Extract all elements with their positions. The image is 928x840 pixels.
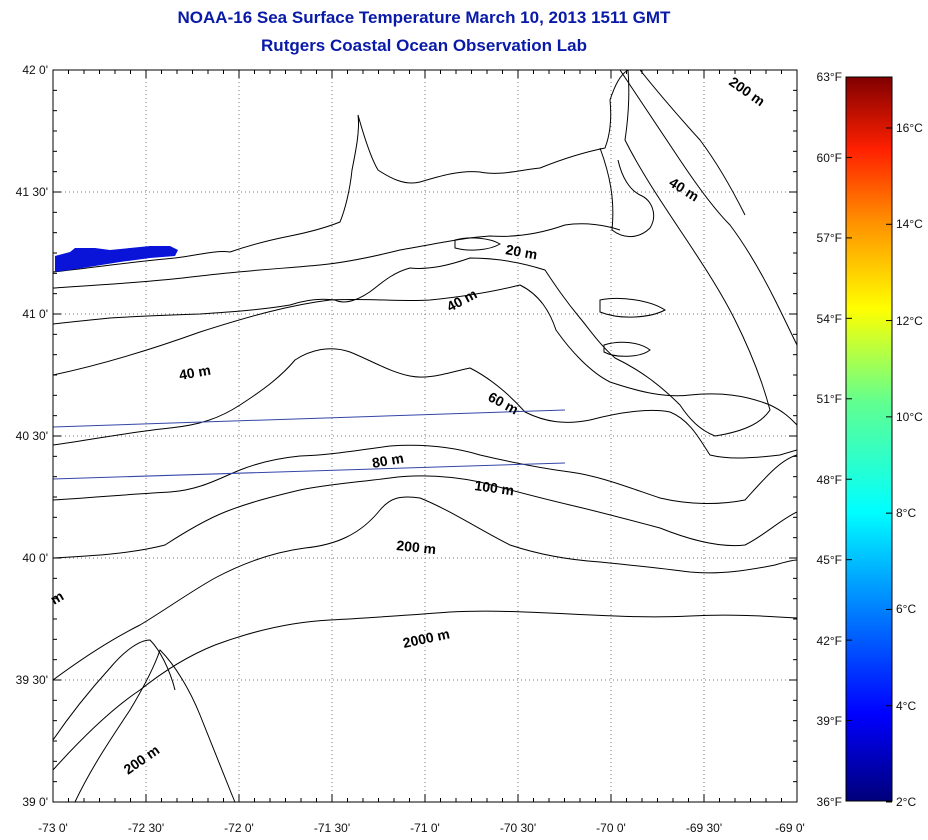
contour-40m-ne2 — [639, 70, 746, 216]
contour-label-m-edge: m — [48, 588, 67, 608]
lat-label: 41 0' — [22, 307, 48, 321]
minor-ticks — [52, 69, 798, 803]
cb-c-label: 16°C — [896, 121, 923, 135]
latitude-labels: 42 0' 41 30' 41 0' 40 30' 40 0' 39 30' 3… — [16, 63, 48, 809]
map-title: NOAA-16 Sea Surface Temperature March 10… — [177, 8, 671, 27]
contour-100m — [53, 475, 797, 559]
cb-f-label: 45°F — [817, 553, 842, 567]
cb-c-label: 14°C — [896, 217, 923, 231]
cb-f-label: 60°F — [817, 151, 842, 165]
contour-label-200m-lower: 200 m — [121, 742, 163, 778]
contour-200m-lower — [74, 649, 236, 802]
cb-f-label: 48°F — [817, 473, 842, 487]
lat-label: 39 0' — [22, 795, 48, 809]
track-line — [53, 462, 566, 480]
contour-label-80m: 80 m — [371, 450, 405, 471]
cb-f-label: 51°F — [817, 392, 842, 406]
lat-label: 40 0' — [22, 551, 48, 565]
colorbar — [845, 76, 893, 802]
cb-f-label: 36°F — [817, 795, 842, 809]
contour-2000m — [53, 610, 797, 771]
contour-label-200m-ne: 200 m — [726, 73, 768, 109]
longitude-labels: -73 0' -72 30' -72 0' -71 30' -71 0' -70… — [38, 821, 805, 835]
coastline — [53, 70, 771, 437]
cb-c-label: 4°C — [896, 699, 916, 713]
colorbar-celsius-labels: 16°C 14°C 12°C 10°C 8°C 6°C 4°C 2°C — [896, 121, 923, 809]
sst-pixel-patch — [55, 246, 178, 272]
contour-40m — [53, 284, 797, 426]
contour-label-100m: 100 m — [474, 477, 516, 498]
cb-c-label: 8°C — [896, 506, 916, 520]
grid — [53, 70, 797, 802]
lon-label: -69 30' — [686, 821, 722, 835]
cb-f-label: 39°F — [817, 714, 842, 728]
contour-label-40m-mid: 40 m — [444, 286, 480, 315]
track-line — [53, 409, 566, 428]
colorbar-ticks — [846, 76, 892, 803]
contour-20m — [53, 223, 621, 289]
contour-label-40m-west: 40 m — [178, 362, 212, 383]
lon-label: -70 0' — [596, 821, 626, 835]
contour-label-200m: 200 m — [396, 537, 437, 557]
island — [603, 341, 651, 357]
lat-label: 42 0' — [22, 63, 48, 77]
lon-label: -73 0' — [38, 821, 68, 835]
contour-40m-ne — [619, 70, 797, 346]
contour-labels: 200 m 40 m 20 m 40 m 40 m 60 m 80 m 100 … — [48, 73, 768, 777]
lon-label: -72 0' — [224, 821, 254, 835]
island — [599, 297, 666, 318]
contour-60m — [53, 348, 797, 459]
lon-label: -70 30' — [500, 821, 536, 835]
lat-label: 40 30' — [16, 429, 48, 443]
contour-200m — [53, 496, 797, 681]
contour-label-40m-ne: 40 m — [666, 174, 702, 204]
cb-f-label: 54°F — [817, 312, 842, 326]
lon-label: -71 0' — [410, 821, 440, 835]
lat-label: 39 30' — [16, 673, 48, 687]
contour-80m — [53, 444, 797, 504]
cb-c-label: 12°C — [896, 314, 923, 328]
cb-c-label: 10°C — [896, 410, 923, 424]
contour-label-60m: 60 m — [486, 389, 522, 418]
cape-cod — [599, 147, 655, 237]
lon-label: -71 30' — [314, 821, 350, 835]
cb-f-label: 63°F — [817, 70, 842, 84]
cb-f-label: 42°F — [817, 634, 842, 648]
contour-lower-left — [53, 639, 176, 741]
lon-label: -69 0' — [775, 821, 805, 835]
lat-label: 41 30' — [16, 185, 48, 199]
lon-label: -72 30' — [128, 821, 164, 835]
colorbar-fahrenheit-labels: 63°F 60°F 57°F 54°F 51°F 48°F 45°F 42°F … — [817, 70, 842, 809]
contour-label-20m: 20 m — [504, 241, 538, 262]
cb-c-label: 2°C — [896, 795, 916, 809]
contour-label-2000m: 2000 m — [401, 625, 451, 651]
cb-c-label: 6°C — [896, 602, 916, 616]
map-subtitle: Rutgers Coastal Ocean Observation Lab — [261, 36, 587, 55]
cb-f-label: 57°F — [817, 231, 842, 245]
